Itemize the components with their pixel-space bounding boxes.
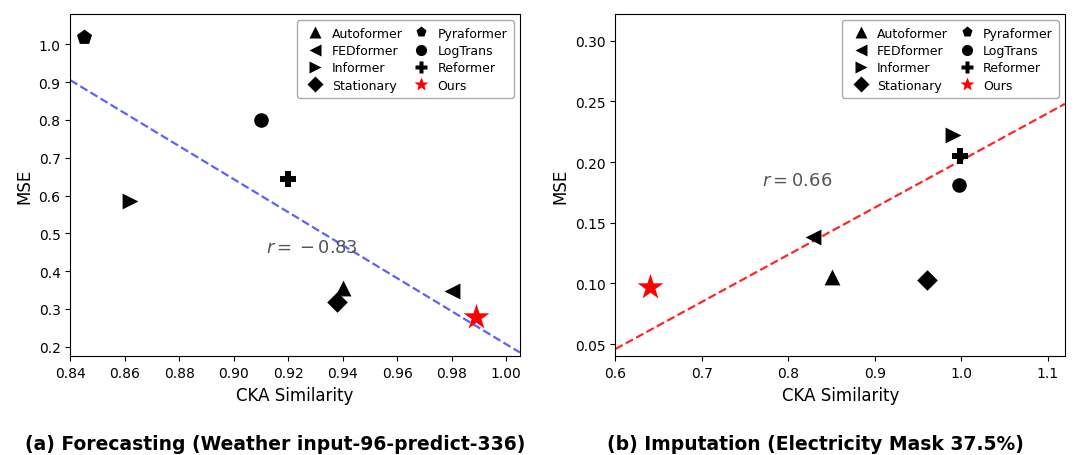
Text: $r = -0.83$: $r = -0.83$ bbox=[267, 238, 359, 256]
Legend: Autoformer, FEDformer, Informer, Stationary, Pyraformer, LogTrans, Reformer, Our: Autoformer, FEDformer, Informer, Station… bbox=[297, 21, 514, 99]
Point bbox=[823, 274, 840, 281]
Point bbox=[951, 153, 969, 160]
Point bbox=[334, 285, 351, 292]
Point bbox=[122, 198, 139, 205]
Point bbox=[804, 234, 821, 242]
Point bbox=[950, 39, 968, 46]
Y-axis label: MSE: MSE bbox=[552, 168, 569, 203]
Text: $r = 0.66$: $r = 0.66$ bbox=[762, 172, 833, 190]
Point bbox=[944, 132, 961, 140]
X-axis label: CKA Similarity: CKA Similarity bbox=[782, 386, 899, 404]
Point bbox=[642, 284, 659, 291]
Point bbox=[76, 34, 93, 41]
Y-axis label: MSE: MSE bbox=[15, 168, 33, 203]
Point bbox=[468, 314, 485, 321]
X-axis label: CKA Similarity: CKA Similarity bbox=[237, 386, 354, 404]
Point bbox=[280, 176, 297, 183]
Point bbox=[253, 117, 270, 124]
Text: (b) Imputation (Electricity Mask 37.5%): (b) Imputation (Electricity Mask 37.5%) bbox=[607, 434, 1024, 453]
Legend: Autoformer, FEDformer, Informer, Stationary, Pyraformer, LogTrans, Reformer, Our: Autoformer, FEDformer, Informer, Station… bbox=[842, 21, 1058, 99]
Point bbox=[918, 277, 935, 284]
Point bbox=[328, 299, 346, 306]
Point bbox=[950, 182, 968, 189]
Point bbox=[443, 288, 460, 295]
Text: (a) Forecasting (Weather input-96-predict-336): (a) Forecasting (Weather input-96-predic… bbox=[25, 434, 526, 453]
